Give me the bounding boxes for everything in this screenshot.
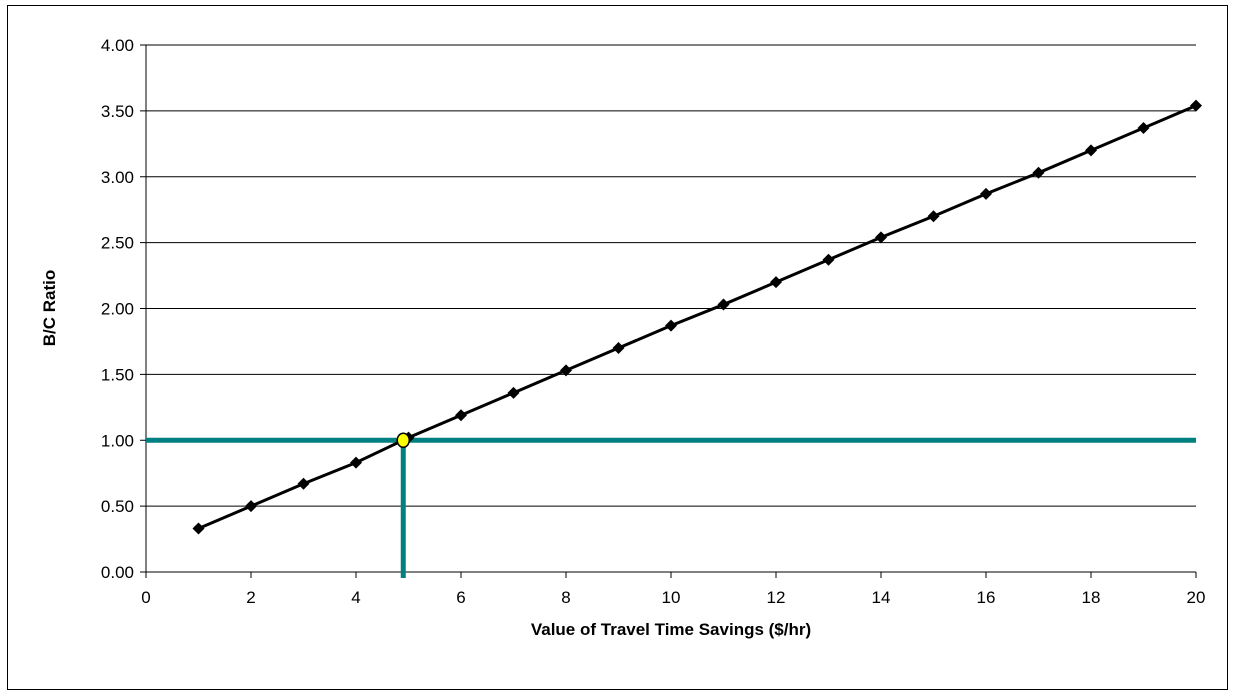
data-point-marker (665, 319, 677, 332)
reference-lines (146, 437, 1196, 578)
y-tick-label: 0.00 (101, 563, 134, 582)
data-point-marker (297, 477, 310, 490)
y-tick-label: 0.50 (101, 497, 134, 516)
y-tick-label: 3.50 (101, 102, 134, 121)
y-tick-label: 1.50 (101, 365, 134, 384)
axes (140, 44, 1197, 578)
y-tick-label: 2.00 (101, 300, 134, 319)
x-tick-label: 6 (456, 588, 465, 607)
y-tick-label: 1.00 (101, 431, 134, 450)
x-tick-label: 12 (767, 588, 786, 607)
data-series (192, 99, 1202, 535)
data-point-marker (875, 231, 887, 244)
y-tick-label: 4.00 (101, 36, 134, 55)
data-point-marker (980, 187, 992, 200)
data-point-marker (560, 364, 572, 377)
data-point-marker (717, 298, 730, 311)
data-point-marker (822, 253, 835, 266)
breakeven-point (396, 432, 410, 448)
data-point-marker (770, 276, 782, 289)
data-point-marker (927, 210, 940, 223)
data-point-marker (245, 500, 257, 513)
gridlines (146, 44, 1196, 507)
y-tick-label: 3.00 (101, 168, 134, 187)
x-tick-label: 20 (1187, 588, 1206, 607)
data-point-marker (1032, 166, 1045, 179)
x-tick-label: 14 (872, 588, 891, 607)
data-point-marker (1085, 144, 1097, 157)
series-line (197, 104, 1197, 530)
data-point-marker (1137, 122, 1150, 135)
x-tick-label: 18 (1082, 588, 1101, 607)
x-tick-label: 4 (351, 588, 360, 607)
data-point-marker (192, 522, 205, 535)
x-tick-label: 2 (246, 588, 255, 607)
data-point-marker (455, 409, 467, 422)
y-tick-label: 2.50 (101, 234, 134, 253)
y-axis-title: B/C Ratio (40, 270, 59, 347)
x-tick-label: 10 (662, 588, 681, 607)
data-point-marker (612, 342, 625, 355)
x-tick-label: 16 (977, 588, 996, 607)
data-point-marker (507, 386, 520, 399)
x-tick-label: 0 (141, 588, 150, 607)
tick-labels: 0.00 0.50 1.00 1.50 2.00 2.50 3.00 3.50 4.00 0 2 4 6… (101, 36, 1206, 607)
x-tick-label: 8 (561, 588, 570, 607)
x-axis-title: Value of Travel Time Savings ($/hr) (531, 620, 811, 639)
data-point-marker (350, 456, 362, 469)
data-point-marker (1190, 99, 1202, 112)
